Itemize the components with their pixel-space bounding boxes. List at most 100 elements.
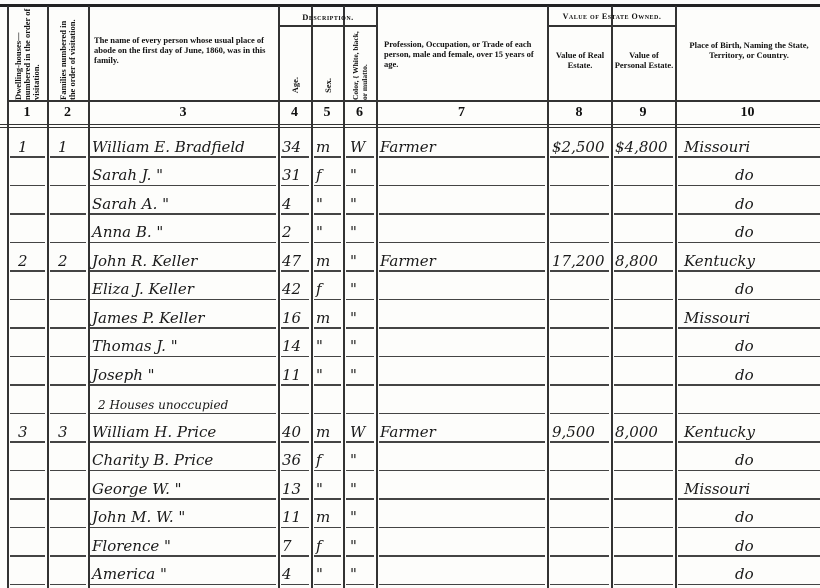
row-rule [281,441,309,443]
cell-sex: m [316,508,331,526]
cell-dwelling: 1 [18,137,28,156]
column-number: 5 [323,105,331,120]
table-row: America " 4 " " do [0,557,820,585]
row-rule [314,526,341,528]
cell-birth: do [735,536,754,555]
row-rule [281,213,309,215]
row-rule [550,270,609,272]
row-rule [550,469,609,471]
cell-age: 47 [282,251,302,270]
table-row: James P. Keller 16 m " Missouri [0,300,820,329]
column-number: 10 [740,105,755,120]
row-rule [379,583,545,585]
row-rule [90,555,276,557]
row-rule [550,355,609,357]
header-real-estate: Value of Real Estate. [555,50,605,70]
row-rule [50,441,86,443]
row-rule [678,156,820,158]
row-rule [281,298,309,300]
row-rule [614,412,673,414]
row-rule [678,327,820,329]
header-rule [7,100,820,102]
cell-sex: " [316,337,323,355]
row-rule [379,298,545,300]
cell-name: Eliza J. Keller [92,280,194,298]
table-row: 3 3 William H. Price 40 m W Farmer 9,500 8,000 Ke… [0,414,820,443]
cell-color: " [350,479,357,498]
row-rule [90,270,276,272]
row-rule [90,526,276,528]
row-rule [314,241,341,243]
row-rule [678,412,820,414]
row-rule [314,441,341,443]
row-rule [346,441,374,443]
row-rule [281,241,309,243]
cell-color: " [350,166,357,184]
table-row: Thomas J. " 14 " " do [0,329,820,357]
cell-birth: do [735,194,754,213]
row-rule [281,270,309,272]
row-rule [550,184,609,186]
row-rule [550,327,609,329]
row-rule [550,384,609,386]
cell-color: " [350,508,357,526]
row-rule [50,498,86,500]
header-sex: Sex. [313,70,343,100]
row-rule [379,555,545,557]
row-rule [346,213,374,215]
row-rule [346,412,374,414]
row-rule [614,583,673,585]
row-rule [678,213,820,215]
cell-sex: f [316,536,322,555]
row-rule [50,213,86,215]
row-rule [10,555,45,557]
row-rule [281,555,309,557]
row-rule [90,355,276,357]
cell-color: " [350,365,357,384]
cell-color: " [350,536,357,555]
row-rule [550,583,609,585]
row-rule [50,327,86,329]
header-estate: Value of Estate Owned. [562,12,662,21]
cell-sex: " [316,479,323,498]
column-rule [675,6,677,588]
cell-birth: Missouri [684,137,751,156]
column-rule [611,6,613,588]
cell-real: 9,500 [552,422,595,441]
row-rule [314,355,341,357]
row-rule [346,583,374,585]
row-rule [379,156,545,158]
column-number: 7 [458,105,465,120]
column-rule [7,6,9,588]
table-row: Eliza J. Keller 42 f " do [0,272,820,300]
cell-name: John R. Keller [92,251,198,270]
cell-color: " [350,194,357,213]
row-rule [314,184,341,186]
cell-birth: do [735,451,754,469]
header-name: The name of every person whose usual pla… [94,35,266,65]
row-rule [10,412,45,414]
row-rule [281,156,309,158]
row-rule [379,469,545,471]
table-row: Sarah A. " 4 " " do [0,186,820,215]
row-rule [281,384,309,386]
cell-dwelling: 2 [18,251,28,270]
row-rule [346,270,374,272]
row-rule [50,469,86,471]
cell-birth: do [735,337,754,355]
row-rule [281,184,309,186]
cell-age: 2 [282,223,292,241]
cell-name: Florence " [92,536,171,555]
description-rule [279,25,376,27]
cell-age: 34 [282,137,302,156]
row-rule [379,498,545,500]
row-rule [678,241,820,243]
row-rule [379,355,545,357]
row-rule [379,241,545,243]
table-row: 2 Houses unoccupied [0,386,820,414]
row-rule [314,270,341,272]
cell-family: 1 [58,137,68,156]
row-rule [379,384,545,386]
cell-personal: 8,000 [615,422,658,441]
cell-sex: m [316,137,331,156]
